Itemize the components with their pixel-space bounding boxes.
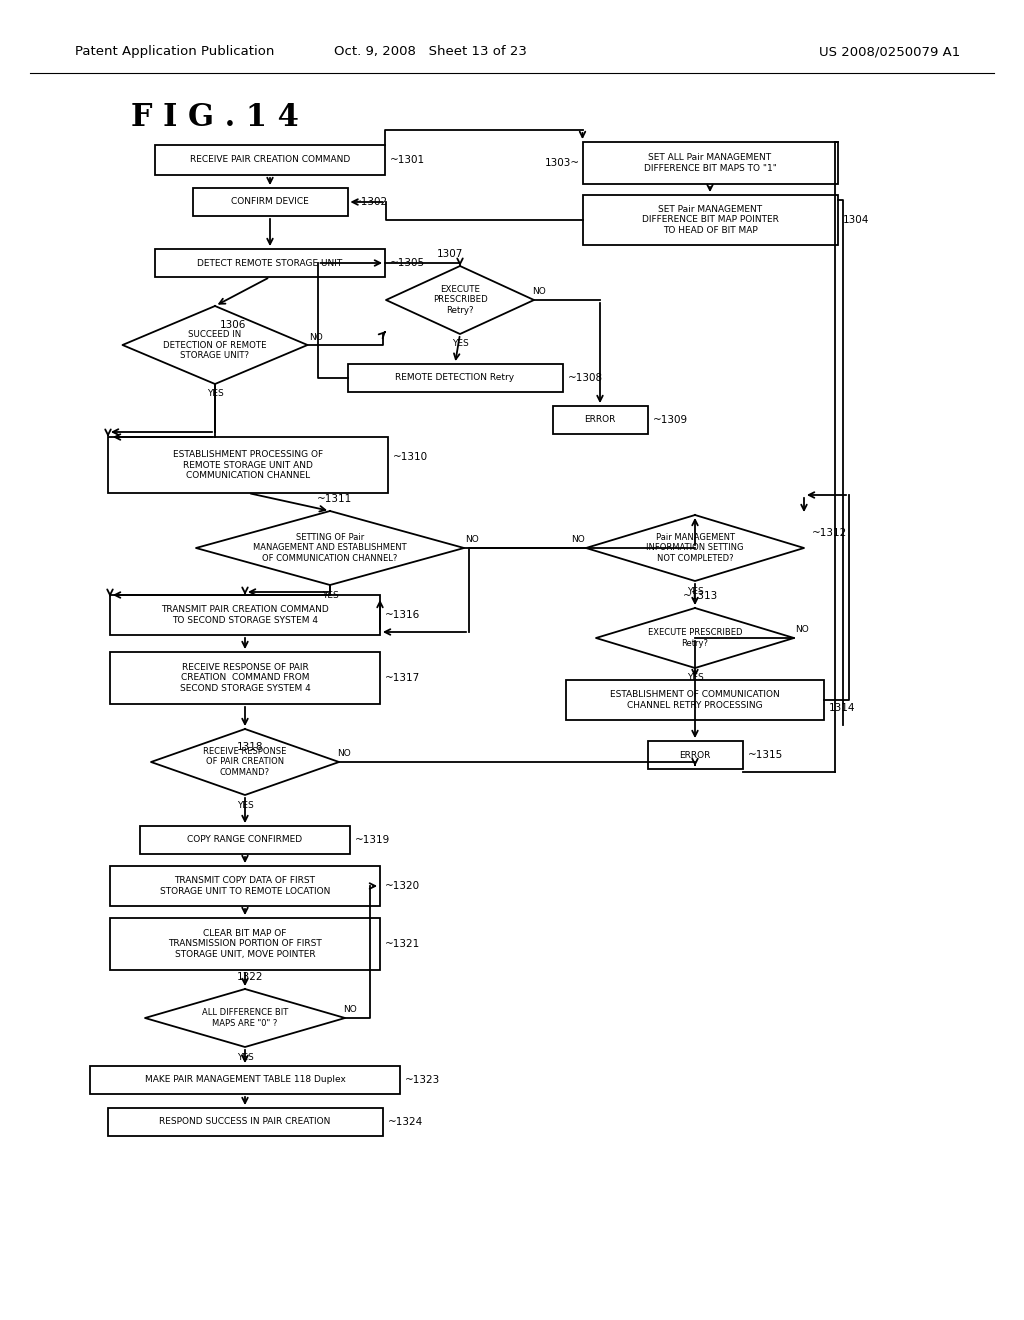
Bar xyxy=(108,437,388,492)
Bar xyxy=(583,195,838,246)
Text: EXECUTE PRESCRIBED
Retry?: EXECUTE PRESCRIBED Retry? xyxy=(648,628,742,648)
Text: NO: NO xyxy=(465,536,479,544)
Text: NO: NO xyxy=(308,333,323,342)
Text: Oct. 9, 2008   Sheet 13 of 23: Oct. 9, 2008 Sheet 13 of 23 xyxy=(334,45,526,58)
Bar xyxy=(347,364,562,392)
Text: ~1312: ~1312 xyxy=(812,528,847,539)
Text: Patent Application Publication: Patent Application Publication xyxy=(75,45,274,58)
Text: SETTING OF Pair
MANAGEMENT AND ESTABLISHMENT
OF COMMUNICATION CHANNEL?: SETTING OF Pair MANAGEMENT AND ESTABLISH… xyxy=(253,533,407,562)
Text: REMOTE DETECTION Retry: REMOTE DETECTION Retry xyxy=(395,374,515,383)
Bar xyxy=(90,1067,400,1094)
Text: 1303~: 1303~ xyxy=(545,158,580,168)
Text: RECEIVE PAIR CREATION COMMAND: RECEIVE PAIR CREATION COMMAND xyxy=(189,156,350,165)
Text: TRANSMIT PAIR CREATION COMMAND
TO SECOND STORAGE SYSTEM 4: TRANSMIT PAIR CREATION COMMAND TO SECOND… xyxy=(161,606,329,624)
Text: CONFIRM DEVICE: CONFIRM DEVICE xyxy=(231,198,309,206)
Bar xyxy=(110,652,380,704)
Text: ~1301: ~1301 xyxy=(390,154,425,165)
Text: F I G . 1 4: F I G . 1 4 xyxy=(131,103,299,133)
Text: ~1324: ~1324 xyxy=(387,1117,423,1127)
Text: ~1309: ~1309 xyxy=(652,414,688,425)
Text: ~1316: ~1316 xyxy=(385,610,420,620)
Text: US 2008/0250079 A1: US 2008/0250079 A1 xyxy=(819,45,961,58)
Text: ~1323: ~1323 xyxy=(406,1074,440,1085)
Text: NO: NO xyxy=(571,536,585,544)
Polygon shape xyxy=(586,515,804,581)
Text: ~1320: ~1320 xyxy=(385,880,420,891)
Polygon shape xyxy=(145,989,345,1047)
Bar xyxy=(553,407,647,434)
Text: 1304: 1304 xyxy=(843,215,869,224)
Text: COPY RANGE CONFIRMED: COPY RANGE CONFIRMED xyxy=(187,836,302,845)
Text: YES: YES xyxy=(237,1052,253,1061)
Polygon shape xyxy=(123,306,307,384)
Text: ~1315: ~1315 xyxy=(748,750,782,760)
Bar xyxy=(110,917,380,970)
Bar xyxy=(583,143,838,183)
Bar xyxy=(155,145,385,176)
Bar xyxy=(110,866,380,906)
Polygon shape xyxy=(386,267,534,334)
Text: ~1305: ~1305 xyxy=(390,257,425,268)
Text: ESTABLISHMENT OF COMMUNICATION
CHANNEL RETRY PROCESSING: ESTABLISHMENT OF COMMUNICATION CHANNEL R… xyxy=(610,690,780,710)
Text: DETECT REMOTE STORAGE UNIT: DETECT REMOTE STORAGE UNIT xyxy=(198,259,343,268)
Bar xyxy=(647,741,742,770)
Text: ~1321: ~1321 xyxy=(385,939,420,949)
Text: RECEIVE RESPONSE
OF PAIR CREATION
COMMAND?: RECEIVE RESPONSE OF PAIR CREATION COMMAN… xyxy=(204,747,287,777)
Text: NO: NO xyxy=(343,1006,357,1015)
Text: SET Pair MANAGEMENT
DIFFERENCE BIT MAP POINTER
TO HEAD OF BIT MAP: SET Pair MANAGEMENT DIFFERENCE BIT MAP P… xyxy=(642,205,778,235)
Text: YES: YES xyxy=(207,389,223,399)
Text: RECEIVE RESPONSE OF PAIR
CREATION  COMMAND FROM
SECOND STORAGE SYSTEM 4: RECEIVE RESPONSE OF PAIR CREATION COMMAN… xyxy=(179,663,310,693)
Bar xyxy=(566,680,824,719)
Text: YES: YES xyxy=(687,586,703,595)
Text: ~1302: ~1302 xyxy=(352,197,388,207)
Text: YES: YES xyxy=(452,339,468,348)
Bar xyxy=(193,187,347,216)
Bar xyxy=(155,249,385,277)
Text: Pair MANAGEMENT
INFORMATION SETTING
NOT COMPLETED?: Pair MANAGEMENT INFORMATION SETTING NOT … xyxy=(646,533,743,562)
Polygon shape xyxy=(196,511,464,585)
Bar xyxy=(140,826,350,854)
Text: 1314: 1314 xyxy=(829,704,855,713)
Text: RESPOND SUCCESS IN PAIR CREATION: RESPOND SUCCESS IN PAIR CREATION xyxy=(160,1118,331,1126)
Text: NO: NO xyxy=(795,626,809,635)
Text: 1322: 1322 xyxy=(237,972,263,982)
Text: 1307: 1307 xyxy=(437,249,463,259)
Text: ALL DIFFERENCE BIT
MAPS ARE "0" ?: ALL DIFFERENCE BIT MAPS ARE "0" ? xyxy=(202,1008,288,1028)
Text: TRANSMIT COPY DATA OF FIRST
STORAGE UNIT TO REMOTE LOCATION: TRANSMIT COPY DATA OF FIRST STORAGE UNIT… xyxy=(160,876,330,896)
Text: YES: YES xyxy=(687,673,703,682)
Text: YES: YES xyxy=(237,800,253,809)
Polygon shape xyxy=(151,729,339,795)
Text: ~1308: ~1308 xyxy=(567,374,603,383)
Text: YES: YES xyxy=(322,590,338,599)
Text: 1306: 1306 xyxy=(220,319,247,330)
Text: SET ALL Pair MANAGEMENT
DIFFERENCE BIT MAPS TO "1": SET ALL Pair MANAGEMENT DIFFERENCE BIT M… xyxy=(643,153,776,173)
Text: ERROR: ERROR xyxy=(679,751,711,759)
Text: ~1311: ~1311 xyxy=(317,494,352,504)
Text: ERROR: ERROR xyxy=(585,416,615,425)
Text: ~1319: ~1319 xyxy=(355,836,390,845)
Polygon shape xyxy=(596,609,794,668)
Text: ~1313: ~1313 xyxy=(682,591,718,601)
Text: CLEAR BIT MAP OF
TRANSMISSION PORTION OF FIRST
STORAGE UNIT, MOVE POINTER: CLEAR BIT MAP OF TRANSMISSION PORTION OF… xyxy=(168,929,322,958)
Text: EXECUTE
PRESCRIBED
Retry?: EXECUTE PRESCRIBED Retry? xyxy=(432,285,487,315)
Text: ~1310: ~1310 xyxy=(393,451,428,462)
Text: 1318: 1318 xyxy=(237,742,263,752)
Text: ~1317: ~1317 xyxy=(385,673,420,682)
Text: NO: NO xyxy=(532,288,546,297)
Text: NO: NO xyxy=(337,750,351,759)
Text: ESTABLISHMENT PROCESSING OF
REMOTE STORAGE UNIT AND
COMMUNICATION CHANNEL: ESTABLISHMENT PROCESSING OF REMOTE STORA… xyxy=(173,450,323,480)
Text: SUCCEED IN
DETECTION OF REMOTE
STORAGE UNIT?: SUCCEED IN DETECTION OF REMOTE STORAGE U… xyxy=(163,330,267,360)
Text: MAKE PAIR MANAGEMENT TABLE 118 Duplex: MAKE PAIR MANAGEMENT TABLE 118 Duplex xyxy=(144,1076,345,1085)
Bar xyxy=(108,1107,383,1137)
Bar xyxy=(110,595,380,635)
